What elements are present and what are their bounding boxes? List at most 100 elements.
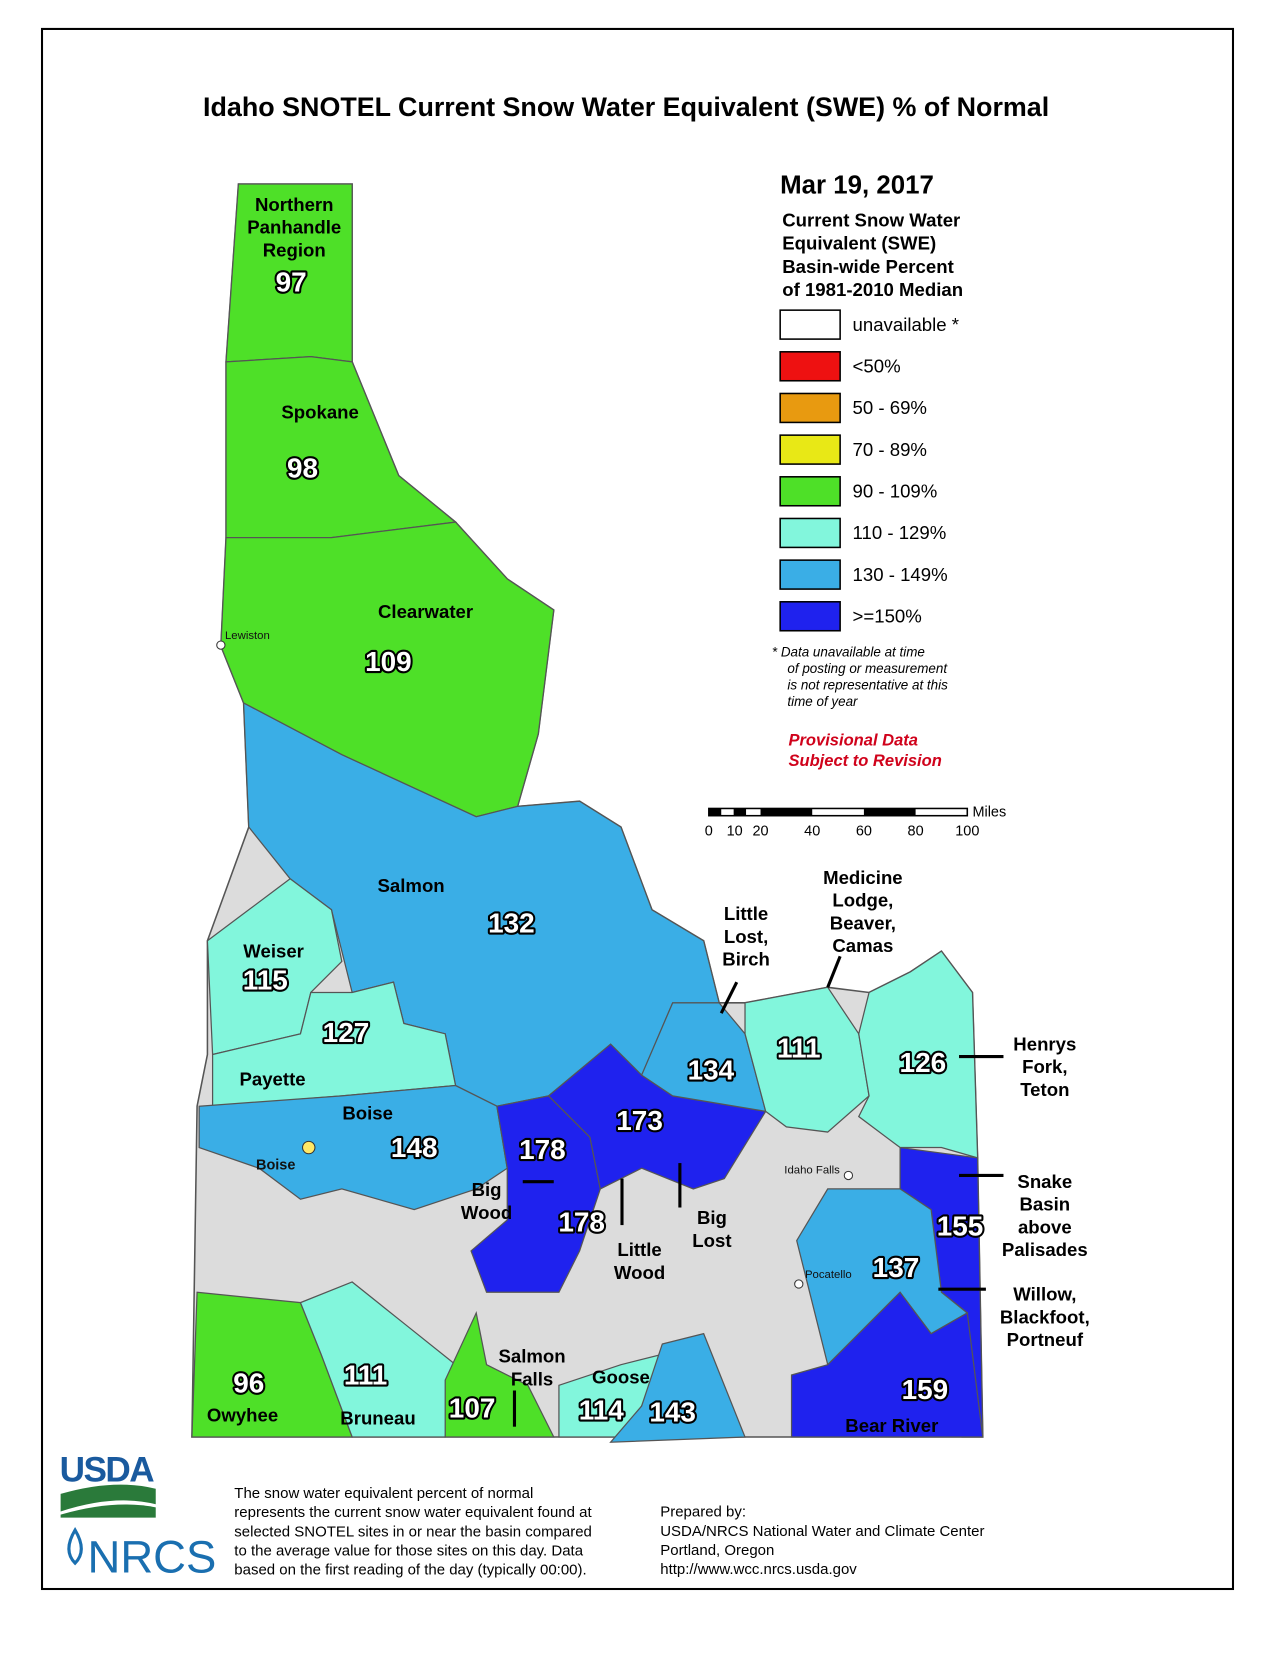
- scale-tick-label: 0: [705, 823, 713, 839]
- title: Idaho SNOTEL Current Snow Water Equivale…: [203, 92, 1049, 122]
- basin-name: Lodge,: [832, 890, 893, 911]
- legend-swatch: [779, 559, 841, 590]
- legend-heading: Basin-wide Percent: [782, 256, 954, 277]
- basin-name: Bear River: [845, 1415, 938, 1436]
- basin-value: 126: [900, 1047, 947, 1078]
- basin-value: 96: [233, 1368, 264, 1399]
- basin-shape: [744, 986, 870, 1133]
- logo-field: [60, 1504, 156, 1518]
- basin-name: Camas: [832, 935, 893, 956]
- city-label: Lewiston: [225, 630, 270, 642]
- footer-description: based on the first reading of the day (t…: [234, 1562, 586, 1579]
- basin-name: Big: [697, 1207, 727, 1228]
- basin-shape: [211, 981, 457, 1107]
- footer-description: to the average value for those sites on …: [234, 1542, 583, 1559]
- scale-bar-frame: [708, 807, 969, 817]
- basin-shape: [547, 1043, 767, 1190]
- leader-line: [719, 981, 739, 1014]
- basin-name: Lost: [692, 1230, 731, 1251]
- leader-lines: [512, 955, 1004, 1427]
- logo-nrcs: NRCS: [88, 1531, 217, 1582]
- basin-name: Payette: [239, 1069, 305, 1090]
- basin-name: Willow,: [1013, 1284, 1076, 1305]
- basin-shape: [198, 1084, 508, 1211]
- basin-name: Spokane: [281, 402, 358, 423]
- basin-name: Snake: [1017, 1171, 1072, 1192]
- legend-swatch: [779, 434, 841, 465]
- basin-name: Palisades: [1002, 1239, 1088, 1260]
- basin-name: Blackfoot,: [1000, 1306, 1090, 1327]
- scale-bar-segment: [708, 808, 722, 816]
- scale-bar-segment: [733, 808, 747, 816]
- basin-name: Wood: [461, 1202, 512, 1223]
- city-label: Pocatello: [805, 1269, 852, 1281]
- legend-swatch: [779, 351, 841, 382]
- legend-label: 130 - 149%: [853, 564, 948, 585]
- legend-swatch: [779, 476, 841, 507]
- usda-logo: [60, 1484, 156, 1566]
- legend-date: Mar 19, 2017: [780, 171, 934, 199]
- basin-value: 132: [488, 908, 535, 939]
- city-dot: [794, 1279, 804, 1289]
- basin-name: Henrys: [1013, 1033, 1076, 1054]
- legend-footnote: * Data unavailable at time: [772, 644, 925, 659]
- basin-name: Weiser: [243, 940, 304, 961]
- legend-label: 90 - 109%: [853, 480, 938, 501]
- basin-value: 97: [276, 267, 307, 298]
- basin-value: 111: [344, 1359, 387, 1390]
- footer-prepared: USDA/NRCS National Water and Climate Cen…: [660, 1523, 984, 1540]
- legend-swatch: [779, 517, 841, 549]
- basin-value: 98: [287, 453, 318, 484]
- basin-name: Wood: [614, 1262, 665, 1283]
- basin-shapes: [191, 183, 984, 1443]
- basin-value: 107: [449, 1392, 496, 1423]
- legend-heading: Current Snow Water: [782, 209, 960, 230]
- footer-description: The snow water equivalent percent of nor…: [234, 1485, 533, 1502]
- scale-bar-segment: [760, 808, 813, 816]
- basin-value: 111: [777, 1033, 820, 1064]
- basin-name: Northern: [255, 194, 334, 215]
- footer-prepared: Portland, Oregon: [660, 1542, 774, 1559]
- legend-heading: Equivalent (SWE): [782, 233, 936, 254]
- basin-value: 109: [365, 646, 412, 677]
- basin-name: Salmon: [498, 1346, 565, 1367]
- logo-field: [60, 1484, 156, 1512]
- basin-shape: [220, 521, 555, 818]
- basin-shape: [790, 1291, 984, 1438]
- footer-description: selected SNOTEL sites in or near the bas…: [234, 1523, 592, 1540]
- basin-name: Clearwater: [378, 601, 473, 622]
- basin-name: Medicine: [823, 867, 903, 888]
- legend-label: 70 - 89%: [853, 439, 927, 460]
- leader-line: [826, 955, 842, 988]
- footer-prepared: Prepared by:: [660, 1504, 746, 1521]
- city-label: Idaho Falls: [784, 1164, 840, 1176]
- basin-value: 178: [558, 1206, 605, 1237]
- legend-footnote: time of year: [787, 694, 858, 709]
- basin-name: Birch: [722, 949, 770, 970]
- basin-name: Owyhee: [207, 1405, 278, 1426]
- basin-name: Region: [263, 239, 326, 260]
- basin-name: Goose: [592, 1366, 650, 1387]
- basin-name: Salmon: [378, 875, 445, 896]
- basin-value: 127: [323, 1017, 370, 1048]
- city-dot: [843, 1170, 854, 1181]
- basin-name: Portneuf: [1007, 1329, 1084, 1350]
- provisional-note: Subject to Revision: [788, 751, 941, 770]
- basin-name: Big: [472, 1179, 502, 1200]
- basin-value: 178: [519, 1134, 566, 1165]
- logo-drop: [67, 1527, 83, 1566]
- legend-footnote: of posting or measurement: [787, 661, 948, 676]
- basin-name: Lost,: [724, 926, 768, 947]
- basin-shape: [609, 1332, 746, 1443]
- basin-value: 134: [688, 1054, 735, 1085]
- legend-swatch: [779, 392, 841, 424]
- city-label: Boise: [256, 1157, 295, 1173]
- legend-label: 110 - 129%: [853, 522, 947, 543]
- legend-swatch: [779, 601, 841, 632]
- basin-name: Panhandle: [247, 217, 341, 238]
- basin-name: Bruneau: [340, 1408, 415, 1429]
- scale-tick-label: 40: [804, 823, 820, 839]
- provisional-note: Provisional Data: [788, 730, 918, 749]
